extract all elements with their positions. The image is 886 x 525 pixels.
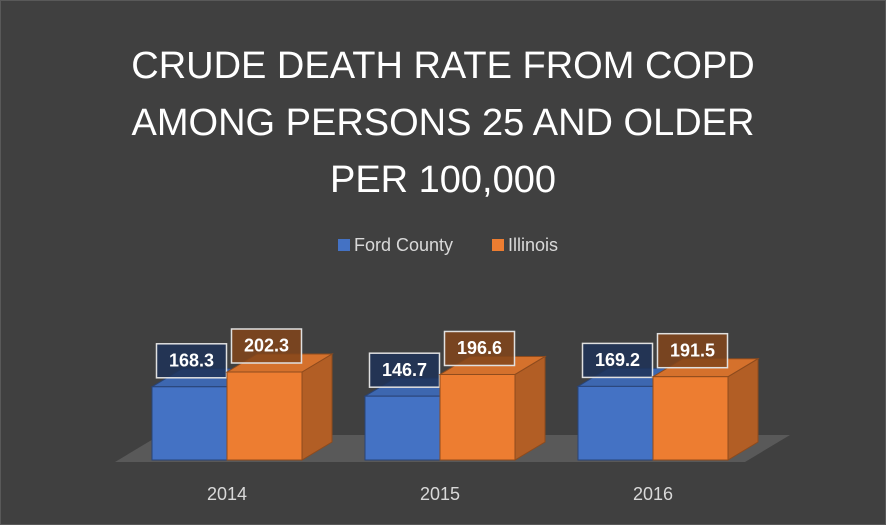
data-label-box — [155, 343, 228, 379]
legend-label: Illinois — [508, 235, 558, 255]
bar — [226, 371, 303, 461]
data-label: 168.3 — [169, 351, 214, 371]
data-label: 146.7 — [382, 360, 427, 380]
data-label: 196.6 — [457, 338, 502, 358]
bar — [577, 385, 654, 461]
x-tick-label: 2015 — [420, 484, 460, 504]
chart-title: CRUDE DEATH RATE FROM COPD AMONG PERSONS… — [131, 45, 755, 201]
legend-label: Ford County — [354, 235, 453, 255]
data-label: 202.3 — [244, 336, 289, 356]
bar — [151, 386, 228, 461]
bar — [439, 373, 516, 461]
data-label-box — [443, 330, 516, 367]
data-label-box — [368, 352, 441, 388]
data-label: 191.5 — [670, 340, 715, 360]
legend-swatch — [338, 239, 350, 251]
data-label: 169.2 — [595, 350, 640, 370]
bar — [364, 395, 441, 461]
bar — [652, 376, 729, 461]
data-label-box — [581, 342, 654, 379]
x-tick-label: 2014 — [207, 484, 247, 504]
bar-side — [301, 353, 333, 461]
data-label-box — [230, 328, 303, 364]
data-label-box — [656, 332, 729, 369]
legend-swatch — [492, 239, 504, 251]
x-tick-label: 2016 — [633, 484, 673, 504]
